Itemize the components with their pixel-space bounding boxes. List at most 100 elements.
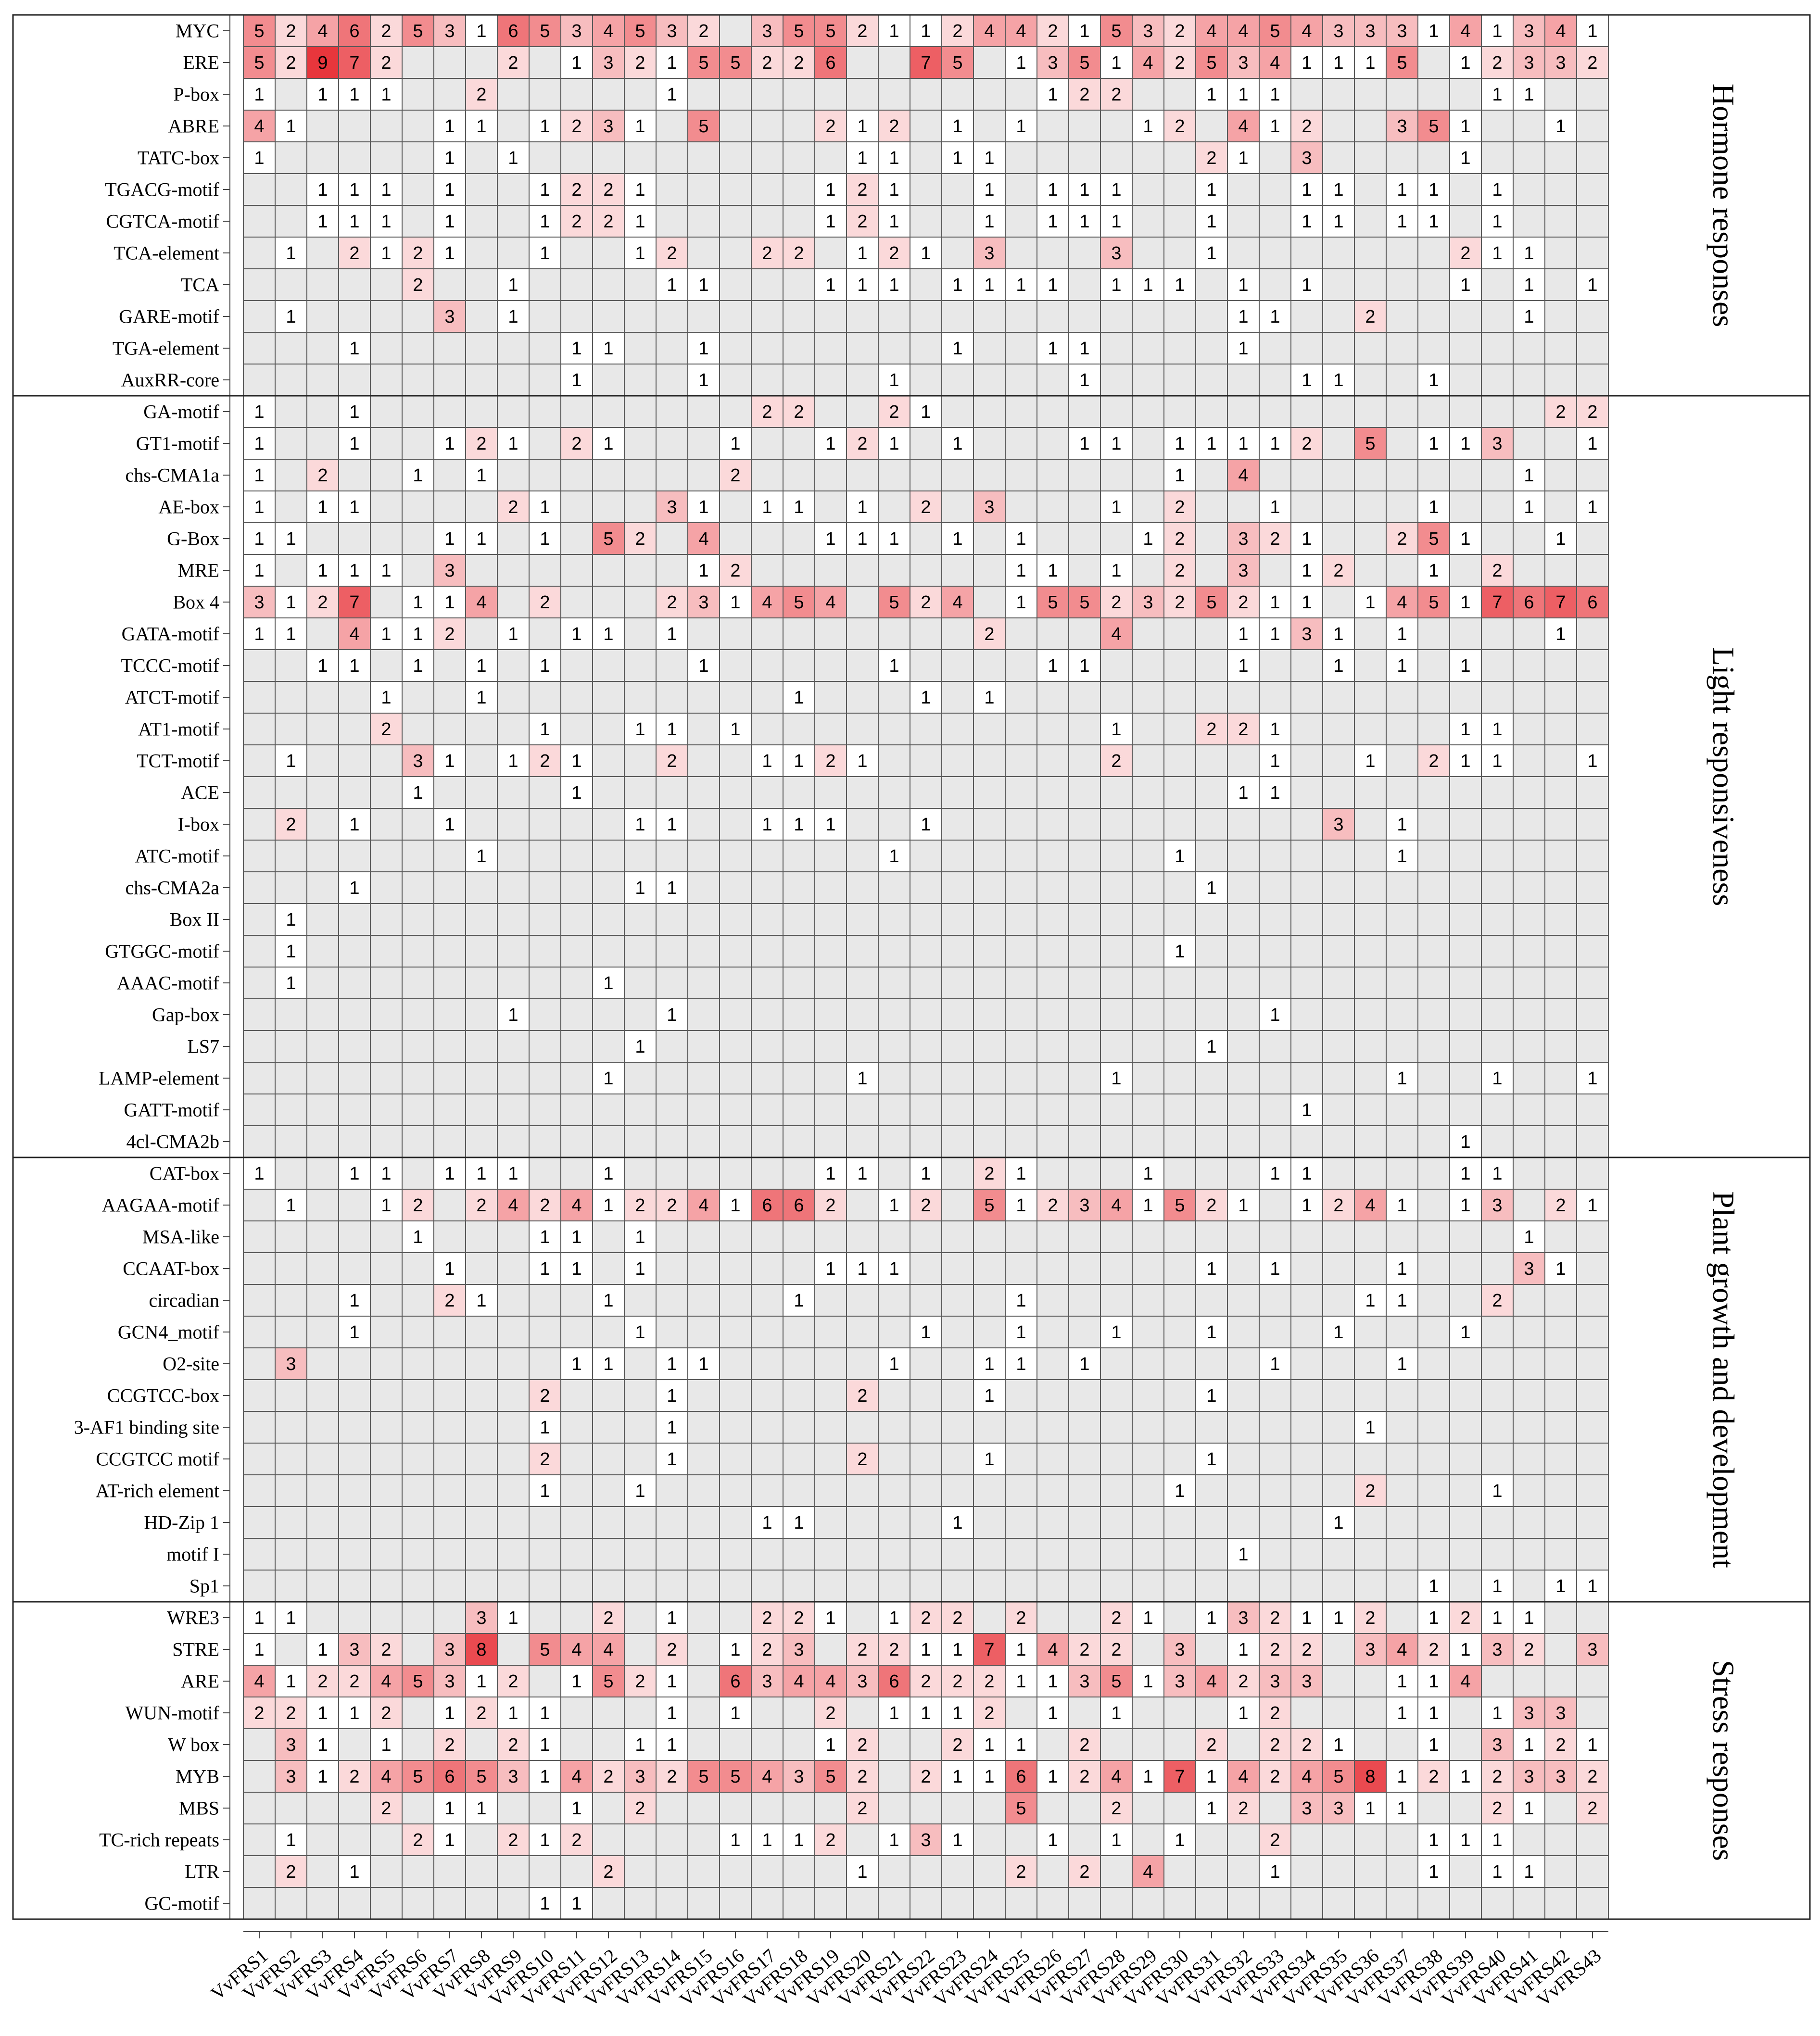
cell-aaac-motif-41 [1513,967,1545,999]
cell-ls7-11 [560,1030,593,1063]
cell-auxrr-core-24 [973,364,1006,396]
cell-ae-box-43 [1576,490,1609,523]
cell-value: 1 [762,1513,772,1533]
cell-are-40 [1481,1665,1514,1697]
cell-chs-cma1a-5 [370,459,403,491]
cell-box-4-4 [338,586,371,618]
cell-value: 1 [508,307,518,327]
cell-gt1-motif-39 [1449,427,1482,460]
cell-tc-rich-repeats-13 [624,1823,657,1856]
cell-value: 1 [825,1608,835,1628]
cell-atc-motif-38 [1417,840,1450,872]
cell-value: 1 [825,529,835,549]
cell-value: 2 [540,592,550,613]
cell-gata-motif-38 [1417,617,1450,650]
cell-are-32 [1227,1665,1260,1697]
cell-value: 1 [1555,116,1566,137]
cell-ccaat-box-34 [1290,1252,1323,1285]
cell-value: 2 [1302,1735,1312,1755]
cell-value: 1 [952,434,962,454]
cell-tct-motif-26 [1036,744,1069,777]
cell-value: 3 [794,1640,804,1660]
cell-value: 5 [254,53,264,73]
cell-value: 5 [825,1767,835,1787]
cell-motif-i-8 [465,1538,498,1571]
cell-motif-i-4 [338,1538,371,1571]
cell-chs-cma1a-24 [973,459,1006,491]
cell-mre-10 [529,554,561,587]
cell-gare-motif-15 [687,300,720,333]
cell-value: 1 [349,878,359,898]
cell-value: 1 [286,1830,296,1850]
cell-value: 1 [349,1862,359,1882]
cell-stre-32 [1227,1633,1260,1666]
cell-msa-like-14 [656,1220,688,1253]
cell-motif-i-39 [1449,1538,1482,1571]
cell-at1-motif-15 [687,713,720,745]
cell-chs-cma2a-11 [560,871,593,904]
cell-ccgtcc-box-20 [846,1379,879,1412]
cell-wre3-21 [878,1601,910,1634]
cell-ls7-2 [275,1030,307,1063]
cell-box-4-25 [1005,586,1037,618]
cell-g-box-9 [497,522,530,555]
cell-tct-motif-25 [1005,744,1037,777]
cell-w-box-37 [1386,1728,1418,1761]
cell-tgacg-motif-11 [560,173,593,206]
cell-gatt-motif-24 [973,1093,1006,1126]
cell-value: 2 [1492,1291,1502,1311]
cell-circadian-42 [1544,1284,1577,1317]
cell-value: 1 [698,561,708,581]
cell-cgtca-motif-17 [751,205,784,238]
cell-o2-site-8 [465,1347,498,1380]
cell-value: 4 [762,592,772,613]
cell-at1-motif-26 [1036,713,1069,745]
cell-ls7-10 [529,1030,561,1063]
cell-aaac-motif-13 [624,967,657,999]
cell-value: 1 [857,529,867,549]
cell-value: 1 [984,1735,994,1755]
cell-value: 1 [1143,275,1153,295]
cell-value: 1 [1428,1703,1439,1723]
cell-atc-motif-41 [1513,840,1545,872]
cell-abre-18 [783,110,815,142]
cell-gap-box-3 [306,998,339,1031]
cell-myb-10 [529,1760,561,1793]
cell-wre3-13 [624,1601,657,1634]
cell-wre3-32 [1227,1601,1260,1634]
cell-tc-rich-repeats-7 [433,1823,466,1856]
cell-abre-39 [1449,110,1482,142]
cell-value: 1 [1397,180,1407,200]
cell-value: 1 [1428,497,1439,517]
cell-value: 4 [476,592,486,613]
cell-tga-element-34 [1290,332,1323,364]
cell-tca-element-19 [814,237,847,269]
cell-abre-12 [592,110,625,142]
cell-3-af1-binding-site-42 [1544,1411,1577,1444]
cell-gata-motif-36 [1354,617,1387,650]
cell-gt1-motif-25 [1005,427,1037,460]
cell-gc-motif-12 [592,1887,625,1920]
cell-value: 1 [1365,1291,1375,1311]
cell-sp1-43 [1576,1570,1609,1602]
cell-circadian-16 [719,1284,752,1317]
cell-value: 3 [1079,1195,1089,1216]
cell-mbs-22 [910,1792,942,1824]
cell-value: 2 [952,1672,962,1692]
cell-4cl-cma2b-7 [433,1125,466,1158]
cell-ae-box-27 [1068,490,1101,523]
cell-at-rich-element-24 [973,1474,1006,1507]
cell-cat-box-28 [1100,1157,1133,1190]
cell-lamp-element-5 [370,1062,403,1094]
cell-ccgtcc-box-30 [1163,1379,1196,1412]
row-label-tgacg-motif: TGACG-motif [105,179,219,201]
row-label-tca-element: TCA-element [114,242,219,264]
cell-ga-motif-36 [1354,395,1387,428]
cell-auxrr-core-12 [592,364,625,396]
cell-gare-motif-26 [1036,300,1069,333]
cell-tgacg-motif-20 [846,173,879,206]
cell-mre-4 [338,554,371,587]
cell-gatt-motif-16 [719,1093,752,1126]
cell-ltr-42 [1544,1855,1577,1888]
cell-value: 2 [1175,561,1185,581]
